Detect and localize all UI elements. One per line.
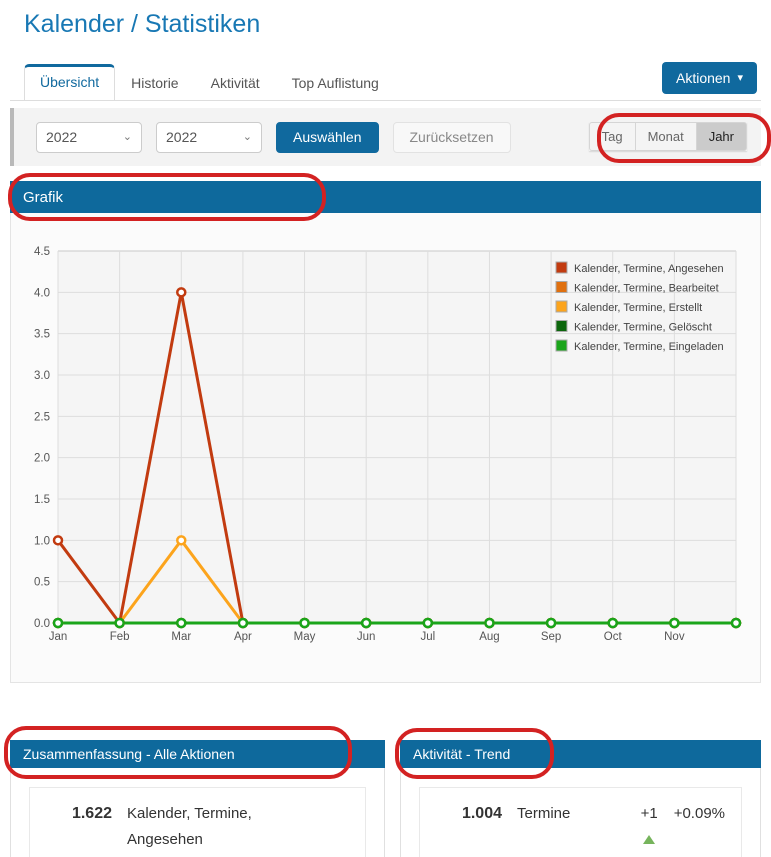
svg-text:4.0: 4.0 [34,287,50,299]
trend-panel-title: Aktivität - Trend [413,746,511,762]
svg-text:4.5: 4.5 [34,246,50,258]
trend-value: 1.004 [461,805,502,822]
grafik-section-title: Grafik [23,188,64,206]
svg-text:Sep: Sep [541,631,561,643]
svg-text:Kalender, Termine, Eingeladen: Kalender, Termine, Eingeladen [574,341,724,353]
summary-label: Kalender, Termine, Angesehen [127,805,252,848]
svg-text:2.5: 2.5 [34,411,50,423]
bottom-panels: Zusammenfassung - Alle Aktionen 1.622 Ka… [10,740,761,857]
svg-text:3.0: 3.0 [34,370,50,382]
trend-percent: +0.09% [673,805,725,822]
trend-panel-header: Aktivität - Trend [400,740,761,768]
svg-text:2.0: 2.0 [34,453,50,465]
tab-top-auflistung[interactable]: Top Auflistung [291,75,379,91]
line-chart-panel: 0.0 0.5 1.0 1.5 2.0 2.5 3.0 3.5 4.0 4.5 Jan Feb Mar A… [10,213,761,683]
year-from-select[interactable]: 2022 ⌄ [36,121,142,153]
tab-historie[interactable]: Historie [131,75,179,91]
svg-text:Mar: Mar [171,631,191,643]
svg-text:1.0: 1.0 [34,535,50,547]
svg-text:Jul: Jul [420,631,435,643]
trend-stat-row: 1.004 Termine +1 +0.09% [419,787,742,857]
svg-text:Kalender, Termine, Erstellt: Kalender, Termine, Erstellt [574,302,702,314]
svg-text:Kalender, Termine, Bearbeitet: Kalender, Termine, Bearbeitet [574,283,719,295]
summary-panel-header: Zusammenfassung - Alle Aktionen [10,740,385,768]
svg-text:Kalender, Termine, Gelöscht: Kalender, Termine, Gelöscht [574,322,712,334]
tab-bar: Übersicht Historie Aktivität Top Auflist… [10,62,761,101]
svg-text:0.0: 0.0 [34,618,50,630]
apply-button[interactable]: Auswählen [276,121,379,153]
trend-up-icon [643,835,656,844]
svg-text:0.5: 0.5 [34,577,50,589]
filter-toolbar: 2022 ⌄ 2022 ⌄ Auswählen Zurücksetzen Tag… [10,108,761,166]
chevron-down-icon: ⌄ [122,130,132,143]
trend-stats: +1 +0.09% [641,801,731,844]
trend-label: Termine [517,805,571,822]
svg-text:Jan: Jan [49,631,68,643]
chevron-down-icon: ▾ [737,71,743,84]
line-chart: 0.0 0.5 1.0 1.5 2.0 2.5 3.0 3.5 4.0 4.5 Jan Feb Mar A… [34,246,742,643]
year-to-value: 2022 [166,129,198,145]
trend-panel: Aktivität - Trend 1.004 Termine +1 +0.09… [400,740,761,857]
range-toggle-monat[interactable]: Monat [634,122,696,151]
svg-text:Kalender, Termine, Angesehen: Kalender, Termine, Angesehen [574,263,724,275]
chevron-down-icon: ⌄ [242,130,252,143]
summary-card: 1.622 Kalender, Termine, Angesehen [10,768,385,857]
svg-text:Nov: Nov [664,631,685,643]
summary-stat-row: 1.622 Kalender, Termine, Angesehen [29,787,366,857]
svg-text:1.5: 1.5 [34,494,50,506]
svg-text:Aug: Aug [479,631,499,643]
actions-button[interactable]: Aktionen ▾ [661,62,757,94]
range-toggle-tag[interactable]: Tag [588,122,635,151]
tab-uebersicht[interactable]: Übersicht [24,64,116,101]
svg-text:Apr: Apr [234,631,252,643]
svg-text:Feb: Feb [110,631,130,643]
tab-aktivitaet[interactable]: Aktivität [210,75,260,91]
year-to-select[interactable]: 2022 ⌄ [156,121,262,153]
grafik-section-header: Grafik [10,181,761,213]
range-toggle-group: Tag Monat Jahr [588,122,747,151]
trend-card: 1.004 Termine +1 +0.09% [400,768,761,857]
year-from-value: 2022 [46,129,78,145]
svg-text:3.5: 3.5 [34,329,50,341]
summary-value: 1.622 [71,805,112,822]
svg-text:Oct: Oct [604,631,623,643]
reset-button[interactable]: Zurücksetzen [392,121,511,153]
trend-delta: +1 [641,801,658,844]
range-toggle-jahr[interactable]: Jahr [695,122,747,151]
trend-delta-value: +1 [640,805,658,822]
summary-panel-title: Zusammenfassung - Alle Aktionen [23,746,235,762]
actions-button-label: Aktionen [675,70,731,86]
summary-panel: Zusammenfassung - Alle Aktionen 1.622 Ka… [10,740,385,857]
page-title: Kalender / Statistiken [24,10,261,38]
svg-text:May: May [294,631,316,643]
svg-text:Jun: Jun [357,631,376,643]
